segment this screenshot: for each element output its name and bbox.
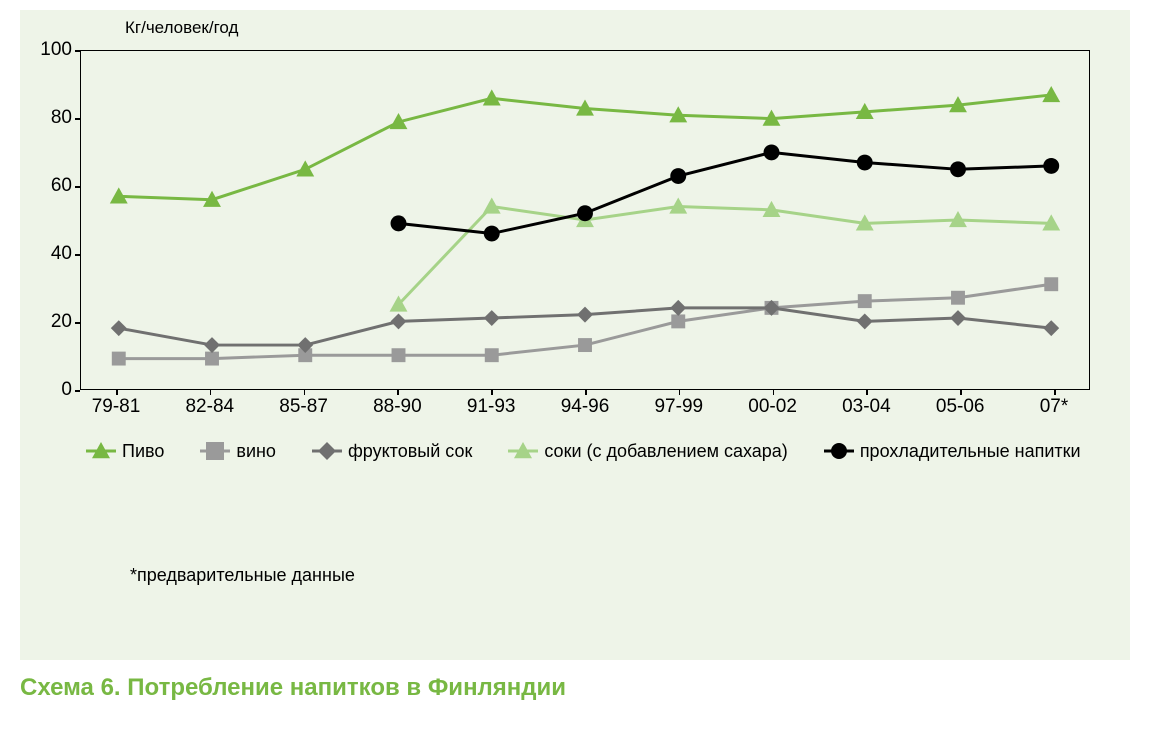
series-marker-fruit_juice	[1043, 320, 1059, 336]
legend-item-beer: Пиво	[90, 440, 164, 462]
legend-label: Пиво	[122, 441, 164, 462]
series-marker-fruit_juice	[111, 320, 127, 336]
series-marker-beer	[1042, 86, 1060, 102]
series-marker-sugar_juices	[483, 198, 501, 214]
ytick-mark	[75, 322, 80, 324]
series-marker-beer	[483, 89, 501, 105]
ytick-mark	[75, 186, 80, 188]
series-marker-wine	[1044, 277, 1058, 291]
series-marker-wine	[951, 291, 965, 305]
ytick-mark	[75, 254, 80, 256]
xtick-label: 07*	[1040, 396, 1069, 418]
series-marker-wine	[205, 352, 219, 366]
series-marker-wine	[578, 338, 592, 352]
xtick-mark	[773, 390, 775, 395]
series-marker-fruit_juice	[670, 300, 686, 316]
xtick-mark	[866, 390, 868, 395]
series-marker-fruit_juice	[857, 313, 873, 329]
xtick-label: 85-87	[279, 396, 328, 418]
xtick-mark	[491, 390, 493, 395]
ytick-label: 100	[32, 39, 72, 61]
series-marker-soft_drinks	[950, 161, 966, 177]
xtick-label: 97-99	[654, 396, 703, 418]
xtick-mark	[304, 390, 306, 395]
xtick-mark	[397, 390, 399, 395]
series-marker-soft_drinks	[1043, 158, 1059, 174]
legend-label: фруктовый сок	[348, 441, 472, 462]
legend-label: вино	[236, 441, 276, 462]
legend-label: соки (с добавлением сахара)	[544, 441, 787, 462]
ytick-mark	[75, 50, 80, 52]
ytick-label: 40	[32, 243, 72, 265]
series-marker-soft_drinks	[484, 226, 500, 242]
xtick-label: 88-90	[373, 396, 422, 418]
xtick-label: 00-02	[748, 396, 797, 418]
series-marker-wine	[392, 348, 406, 362]
ytick-label: 60	[32, 175, 72, 197]
xtick-label: 91-93	[467, 396, 516, 418]
xtick-mark	[1054, 390, 1056, 395]
xtick-mark	[960, 390, 962, 395]
series-marker-soft_drinks	[764, 144, 780, 160]
xtick-label: 03-04	[842, 396, 891, 418]
series-marker-soft_drinks	[857, 155, 873, 171]
series-marker-wine	[112, 352, 126, 366]
legend-item-soft_drinks: прохладительные напитки	[828, 440, 1081, 462]
series-marker-soft_drinks	[577, 205, 593, 221]
series-marker-soft_drinks	[670, 168, 686, 184]
legend-row: Пиво вино фруктовый сок соки (с добавлением…	[90, 440, 1090, 462]
chart-footnote: *предварительные данные	[130, 565, 355, 586]
xtick-label: 05-06	[936, 396, 985, 418]
series-marker-fruit_juice	[577, 307, 593, 323]
ytick-label: 80	[32, 107, 72, 129]
xtick-mark	[679, 390, 681, 395]
series-marker-fruit_juice	[950, 310, 966, 326]
chart-panel: Кг/человек/год Пиво вино фруктовый сок соки…	[20, 10, 1130, 660]
series-marker-soft_drinks	[391, 215, 407, 231]
xtick-label: 79-81	[92, 396, 141, 418]
plot-area	[80, 50, 1090, 390]
y-axis-label: Кг/человек/год	[125, 18, 238, 38]
series-marker-wine	[671, 314, 685, 328]
xtick-mark	[116, 390, 118, 395]
ytick-mark	[75, 118, 80, 120]
chart-legend: Пиво вино фруктовый сок соки (с добавлением…	[90, 440, 1090, 462]
xtick-label: 82-84	[185, 396, 234, 418]
legend-item-fruit_juice: фруктовый сок	[316, 440, 472, 462]
xtick-mark	[585, 390, 587, 395]
xtick-mark	[210, 390, 212, 395]
ytick-mark	[75, 390, 80, 392]
series-marker-wine	[485, 348, 499, 362]
series-marker-wine	[858, 294, 872, 308]
legend-label: прохладительные напитки	[860, 441, 1081, 462]
series-marker-fruit_juice	[391, 313, 407, 329]
series-marker-fruit_juice	[484, 310, 500, 326]
series-marker-beer	[296, 160, 314, 176]
figure-caption: Схема 6. Потребление напитков в Финлянди…	[20, 674, 1130, 702]
series-marker-fruit_juice	[204, 337, 220, 353]
legend-item-sugar_juices: соки (с добавлением сахара)	[512, 440, 787, 462]
xtick-label: 94-96	[561, 396, 610, 418]
series-svg	[81, 51, 1089, 389]
ytick-label: 0	[32, 379, 72, 401]
ytick-label: 20	[32, 311, 72, 333]
legend-item-wine: вино	[204, 440, 276, 462]
